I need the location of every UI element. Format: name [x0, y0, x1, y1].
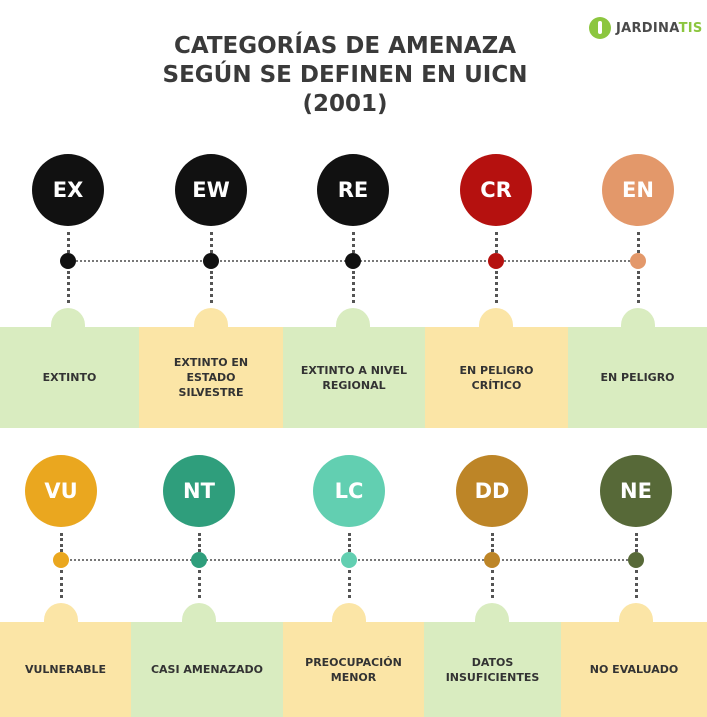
category-code-circle-dd: DD [456, 455, 528, 527]
row2-box-tab [475, 603, 509, 623]
row2-stem-lower [348, 570, 351, 598]
row2-stem-upper [348, 533, 351, 552]
row1-stem-lower [637, 271, 640, 303]
title-line-2: SEGÚN SE DEFINEN EN UICN [162, 62, 528, 88]
title-line-3: (2001) [302, 91, 388, 117]
row2-box-tab [182, 603, 216, 623]
row2-stem-upper [60, 533, 63, 552]
row2-node-dot [53, 552, 69, 568]
row2-stem-lower [491, 570, 494, 598]
brand-name-part1: JARDINA [616, 20, 679, 36]
row1-node-dot [60, 253, 76, 269]
category-code-circle-en: EN [602, 154, 674, 226]
row2-node-dot [628, 552, 644, 568]
brand-logo: JARDINATIS [589, 16, 703, 40]
row2-stem-upper [198, 533, 201, 552]
row1-node-dot [488, 253, 504, 269]
row2-stem-lower [635, 570, 638, 598]
row2-node-dot [341, 552, 357, 568]
row1-node-dot [345, 253, 361, 269]
category-code-circle-lc: LC [313, 455, 385, 527]
row1-box-tab [51, 308, 85, 328]
row2-stem-lower [198, 570, 201, 598]
row2-node-dot [484, 552, 500, 568]
row1-node-dot [203, 253, 219, 269]
category-label-box-dd: DATOS INSUFICIENTES [424, 622, 561, 717]
row1-stem-lower [210, 271, 213, 303]
row2-box-tab [619, 603, 653, 623]
row1-stem-lower [67, 271, 70, 303]
row1-box-tab [621, 308, 655, 328]
category-label-box-re: EXTINTO A NIVEL REGIONAL [283, 327, 425, 428]
leaf-icon [589, 17, 611, 39]
row1-box-tab [336, 308, 370, 328]
category-label-box-ex: EXTINTO [0, 327, 139, 428]
row1-box-tab [479, 308, 513, 328]
title-line-1: CATEGORÍAS DE AMENAZA [173, 33, 517, 59]
category-code-circle-ex: EX [32, 154, 104, 226]
brand-name-part2: TIS [678, 20, 703, 36]
category-code-circle-ne: NE [600, 455, 672, 527]
row2-stem-upper [635, 533, 638, 552]
row1-stem-lower [352, 271, 355, 303]
row1-stem-upper [67, 232, 70, 253]
row2-box-tab [332, 603, 366, 623]
row1-box-tab [194, 308, 228, 328]
row2-stem-upper [491, 533, 494, 552]
row1-node-dot [630, 253, 646, 269]
row1-stem-lower [495, 271, 498, 303]
row1-stem-upper [352, 232, 355, 253]
row1-stem-upper [210, 232, 213, 253]
category-label-box-nt: CASI AMENAZADO [131, 622, 283, 717]
row1-stem-upper [495, 232, 498, 253]
row2-box-tab [44, 603, 78, 623]
brand-name: JARDINATIS [616, 21, 703, 36]
row2-node-dot [191, 552, 207, 568]
category-label-box-ew: EXTINTO EN ESTADO SILVESTRE [139, 327, 283, 428]
category-label-box-en: EN PELIGRO [568, 327, 707, 428]
category-code-circle-ew: EW [175, 154, 247, 226]
category-label-box-vu: VULNERABLE [0, 622, 131, 717]
category-code-circle-cr: CR [460, 154, 532, 226]
category-code-circle-re: RE [317, 154, 389, 226]
row2-stem-lower [60, 570, 63, 598]
page-title: CATEGORÍAS DE AMENAZA SEGÚN SE DEFINEN E… [150, 32, 540, 119]
category-code-circle-nt: NT [163, 455, 235, 527]
category-label-box-cr: EN PELIGRO CRÍTICO [425, 327, 568, 428]
row1-stem-upper [637, 232, 640, 253]
category-label-box-lc: PREOCUPACIÓN MENOR [283, 622, 424, 717]
category-code-circle-vu: VU [25, 455, 97, 527]
category-label-box-ne: NO EVALUADO [561, 622, 707, 717]
